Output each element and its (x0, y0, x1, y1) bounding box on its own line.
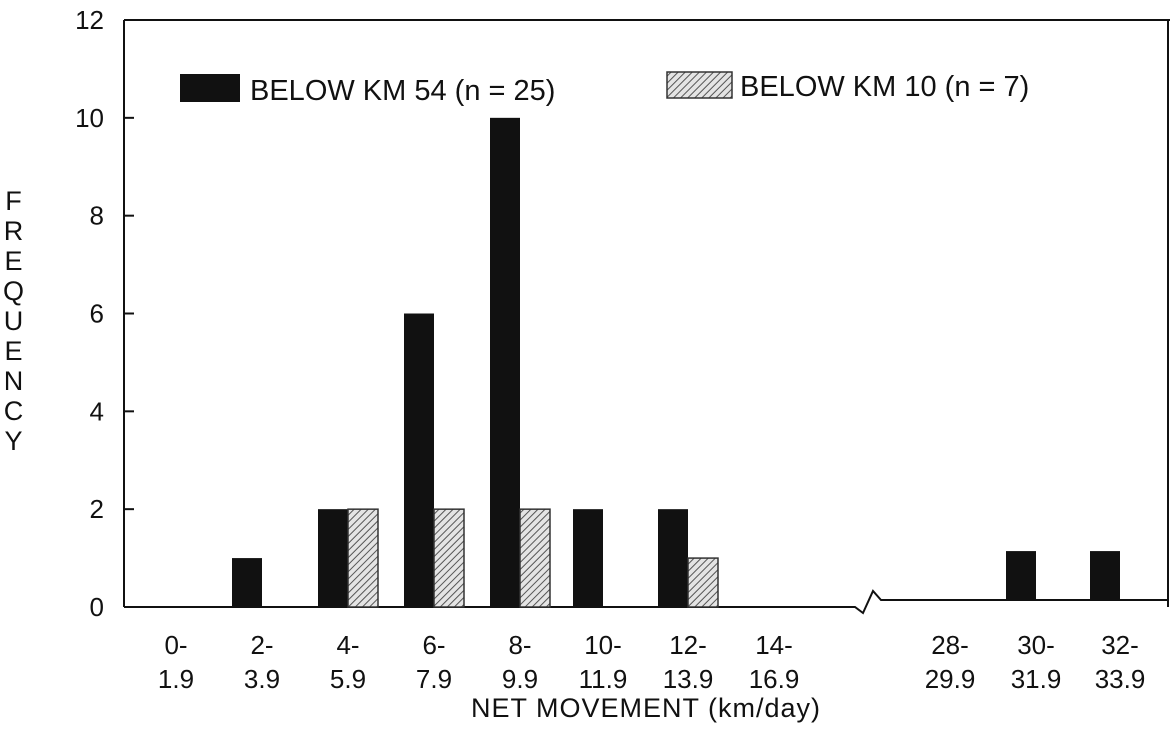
bar-series-1 (658, 509, 688, 607)
bar-series-1 (1090, 551, 1120, 600)
x-tick-label: 9.9 (502, 664, 538, 694)
x-ticks: 0- 1.9 2- 3.9 4- 5.9 6- 7.9 8- 9.9 10- 11.9 12- 13.9 1… (158, 630, 1145, 694)
legend-label-series-2: BELOW KM 10 (n = 7) (740, 71, 1029, 103)
x-tick-label: 3.9 (244, 664, 280, 694)
legend-label-series-1: BELOW KM 54 (n = 25) (250, 75, 555, 107)
bar-series-1 (404, 313, 434, 607)
bars (232, 117, 1120, 608)
x-tick-label: 8- (508, 630, 531, 660)
x-tick-label: 7.9 (416, 664, 452, 694)
legend-swatch-series-1 (180, 74, 240, 102)
x-tick-label: 13.9 (663, 664, 714, 694)
y-tick-label: 2 (90, 494, 104, 524)
bar-series-1 (573, 509, 603, 607)
x-tick-label: 11.9 (579, 664, 628, 694)
x-tick-label: 2- (250, 630, 273, 660)
legend-swatch-series-2 (666, 71, 733, 99)
bar-series-1 (318, 509, 348, 607)
y-tick-label: 4 (90, 396, 104, 426)
bar-series-2 (347, 508, 379, 608)
x-tick-label: 29.9 (925, 664, 976, 694)
y-ticks: 0 2 4 6 8 10 12 (75, 5, 134, 622)
x-tick-label: 16.9 (749, 664, 800, 694)
x-tick-label: 5.9 (330, 664, 366, 694)
x-tick-label: 12- (669, 630, 707, 660)
bar-series-1 (232, 558, 262, 607)
y-tick-label: 8 (90, 201, 104, 231)
y-tick-label: 10 (75, 103, 104, 133)
x-tick-label: 33.9 (1095, 664, 1146, 694)
x-tick-label: 14- (755, 630, 793, 660)
y-tick-label: 12 (75, 5, 104, 35)
x-tick-label: 30- (1017, 630, 1055, 660)
x-tick-label: 6- (422, 630, 445, 660)
bar-series-2 (519, 508, 551, 608)
y-tick-label: 0 (90, 592, 104, 622)
x-axis-line (124, 589, 1168, 615)
x-axis-title: NET MOVEMENT (km/day) (471, 693, 821, 723)
bar-series-2 (433, 508, 465, 608)
x-tick-label: 0- (164, 630, 187, 660)
y-tick-label: 6 (90, 299, 104, 329)
x-tick-label: 4- (336, 630, 359, 660)
x-tick-label: 10- (584, 630, 622, 660)
x-tick-label: 32- (1101, 630, 1139, 660)
bar-series-1 (1006, 551, 1036, 600)
x-tick-label: 31.9 (1011, 664, 1062, 694)
bar-series-1 (490, 117, 520, 607)
x-tick-label: 28- (931, 630, 969, 660)
legend: BELOW KM 54 (n = 25) BELOW KM 10 (n = 7) (180, 71, 1029, 107)
x-tick-label: 1.9 (158, 664, 194, 694)
bar-series-2 (687, 557, 719, 608)
